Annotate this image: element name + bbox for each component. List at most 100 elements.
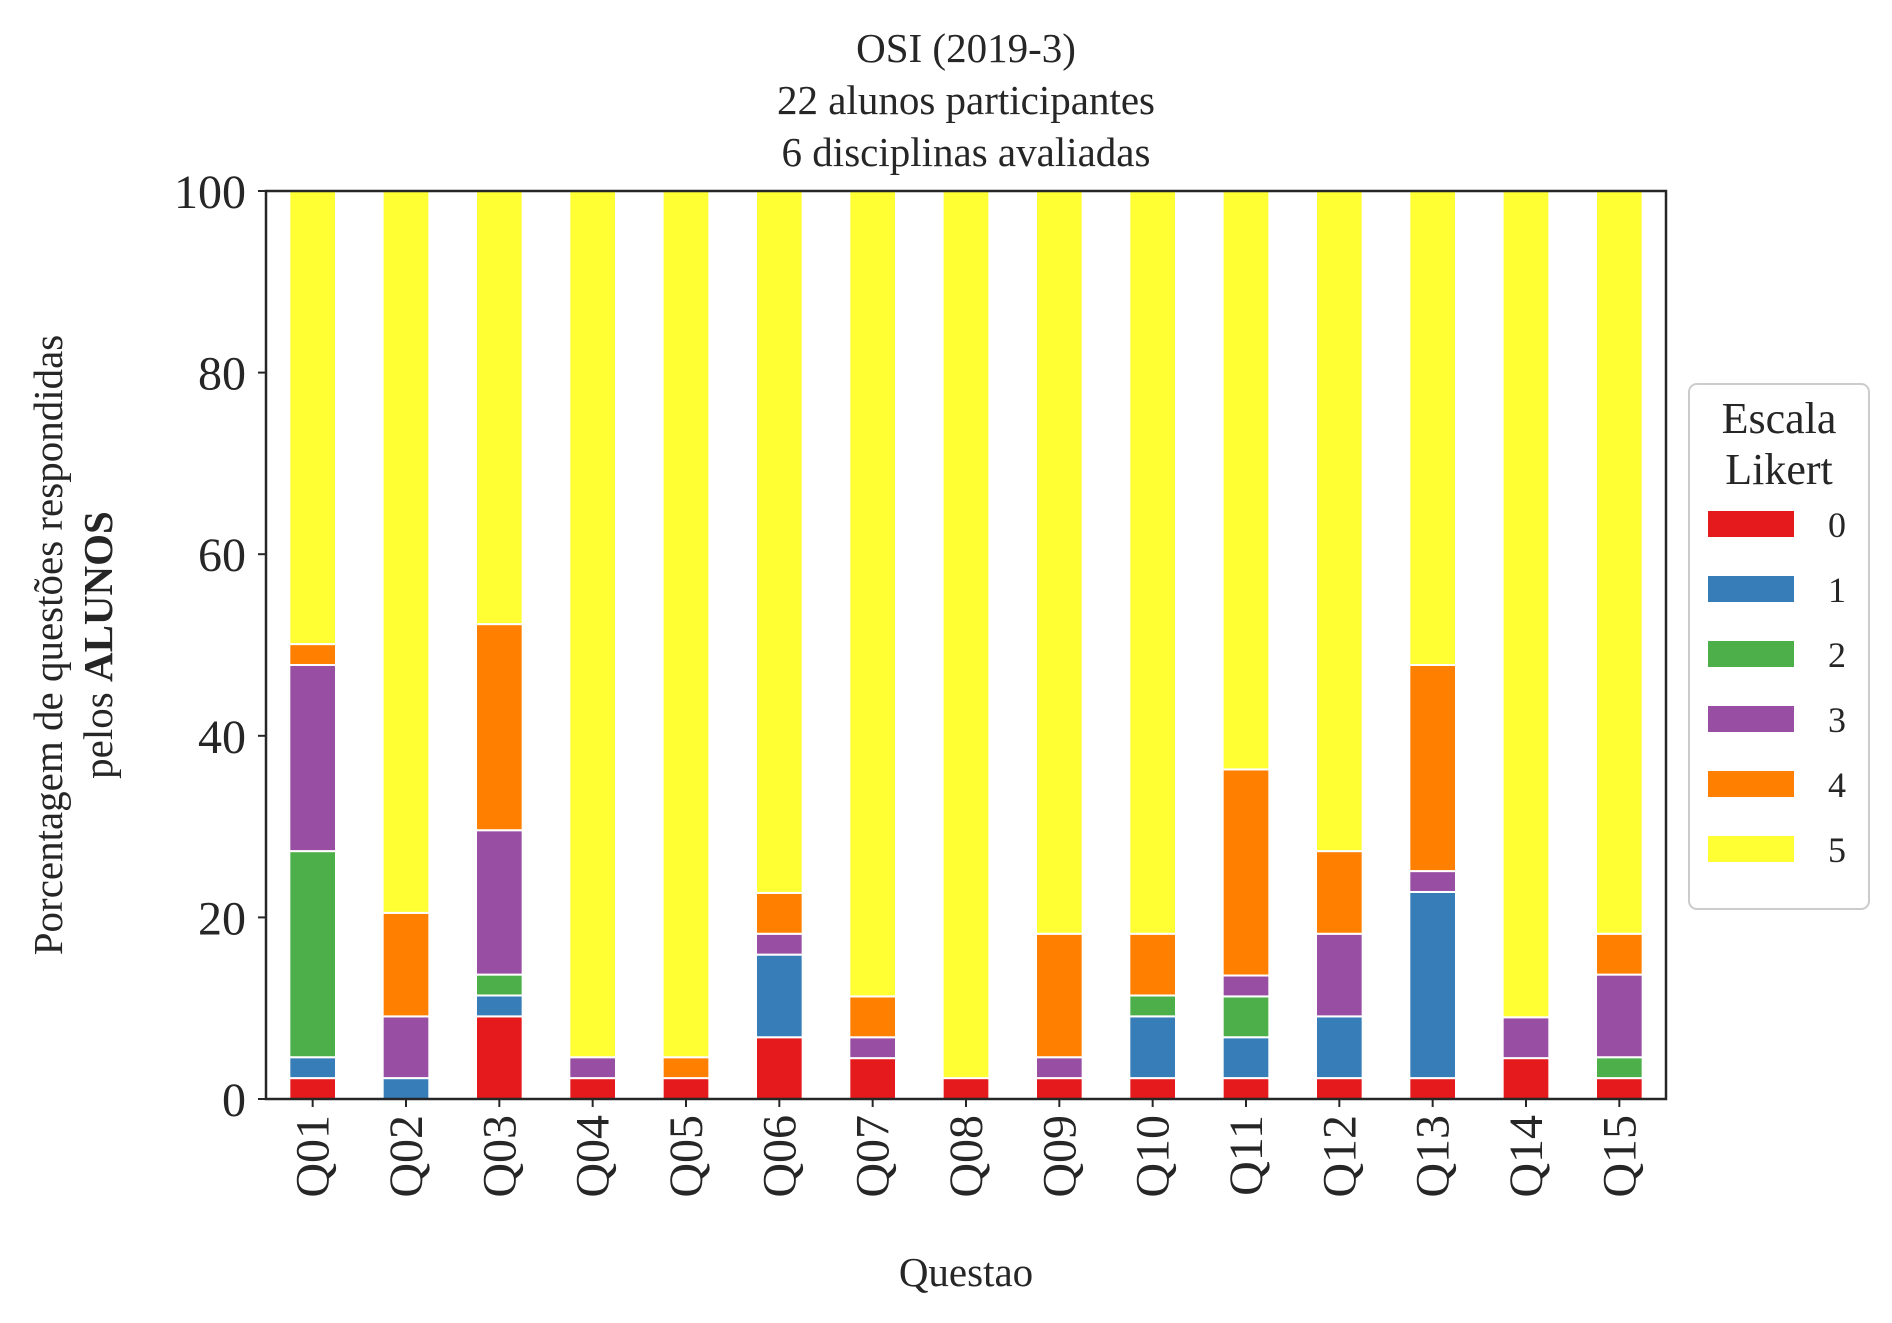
legend-label-0: 0: [1828, 505, 1846, 545]
legend-title-line-1: Escala: [1722, 394, 1837, 443]
bar-q09-level-0: [1035, 1077, 1084, 1100]
chart-title-line-1: OSI (2019-3): [856, 25, 1076, 71]
bar-q15-level-2: [1595, 1056, 1644, 1080]
bar-q05-level-4: [661, 1056, 711, 1080]
bar-q02-level-3: [381, 1015, 431, 1080]
y-tick-label: 40: [198, 711, 246, 764]
chart-title: OSI (2019-3) 22 alunos participantes 6 d…: [777, 25, 1155, 175]
x-tick-label-q06: Q06: [753, 1115, 806, 1198]
bar-q11-level-3: [1221, 974, 1271, 998]
x-tick-label-q04: Q04: [567, 1115, 620, 1198]
bar-q13-level-0: [1408, 1077, 1458, 1100]
bar-q13-level-4: [1408, 663, 1458, 873]
legend-swatch-5: [1708, 836, 1794, 862]
bar-q10-level-1: [1128, 1015, 1178, 1080]
bar-q12-level-1: [1315, 1015, 1364, 1080]
bar-q13-level-5: [1408, 190, 1458, 666]
bar-q14-level-0: [1501, 1057, 1551, 1101]
bar-q09-level-5: [1035, 190, 1084, 935]
bar-q08-level-0: [941, 1077, 991, 1100]
x-axis-ticks: Q01 Q02 Q03 Q04 Q05 Q06 Q07 Q08 Q09 Q10 Q11 Q12 Q13 Q…: [287, 1099, 1646, 1198]
y-tick-label: 20: [198, 892, 246, 945]
bar-q07-level-4: [848, 995, 897, 1039]
bar-q06-level-4: [755, 891, 804, 935]
bar-q09-level-3: [1035, 1056, 1084, 1080]
bar-q12-level-5: [1315, 190, 1364, 853]
bar-q08-level-5: [941, 190, 991, 1080]
bar-q04-level-0: [568, 1077, 617, 1100]
bar-q15-level-5: [1595, 190, 1644, 935]
legend-swatch-4: [1708, 771, 1794, 797]
bar-q11-level-1: [1221, 1036, 1271, 1080]
y-tick-label: 60: [198, 529, 246, 582]
bar-q11-level-0: [1221, 1077, 1271, 1100]
bar-q03-level-3: [475, 829, 524, 976]
x-tick-label-q11: Q11: [1220, 1115, 1273, 1196]
bar-q01-level-3: [288, 663, 338, 853]
legend-swatch-2: [1708, 641, 1794, 667]
y-axis-ticks: 0 20 40 60 80 100: [174, 166, 266, 1127]
bars-layer: [288, 190, 1644, 1101]
bar-q13-level-1: [1408, 890, 1458, 1080]
bar-q06-level-3: [755, 932, 804, 956]
bar-q06-level-1: [755, 953, 804, 1039]
x-tick-label-q10: Q10: [1127, 1115, 1180, 1198]
bar-q06-level-5: [755, 190, 804, 894]
y-axis-label-prefix: pelos: [75, 682, 121, 779]
bar-q03-level-0: [475, 1015, 524, 1101]
bar-q01-level-2: [288, 850, 338, 1059]
bar-q01-level-5: [288, 190, 338, 646]
bar-q03-level-4: [475, 623, 524, 832]
bar-q02-level-5: [381, 190, 431, 914]
bar-q07-level-0: [848, 1057, 897, 1101]
legend-label-5: 5: [1828, 830, 1846, 870]
bar-q04-level-3: [568, 1056, 617, 1080]
bar-q13-level-3: [1408, 870, 1458, 893]
y-tick-label: 100: [174, 166, 246, 219]
legend-label-1: 1: [1828, 570, 1846, 610]
y-tick-label: 0: [222, 1074, 246, 1127]
legend: Escala Likert 0 1 2 3 4 5: [1688, 383, 1870, 910]
x-tick-label-q03: Q03: [473, 1115, 526, 1198]
x-tick-label-q07: Q07: [847, 1115, 900, 1198]
bar-q05-level-0: [661, 1077, 711, 1100]
bar-q11-level-2: [1221, 995, 1271, 1039]
bar-q04-level-5: [568, 190, 617, 1059]
bar-q11-level-4: [1221, 768, 1271, 977]
bar-q10-level-2: [1128, 994, 1178, 1018]
legend-swatch-1: [1708, 576, 1794, 602]
y-tick-label: 80: [198, 348, 246, 401]
bar-q01-level-0: [288, 1077, 338, 1100]
bar-q07-level-3: [848, 1036, 897, 1060]
bar-q14-level-5: [1501, 190, 1551, 1019]
bar-q05-level-5: [661, 190, 711, 1059]
legend-entries: 0 1 2 3 4 5: [1708, 505, 1846, 870]
bar-q01-level-4: [288, 643, 338, 666]
x-axis-label: Questao: [899, 1249, 1033, 1295]
bar-q02-level-4: [381, 911, 431, 1018]
legend-label-3: 3: [1828, 700, 1846, 740]
chart-title-line-2: 22 alunos participantes: [777, 77, 1155, 123]
y-axis-label: Porcentagem de questões respondidas pelo…: [25, 335, 121, 956]
bar-q03-level-2: [475, 973, 524, 997]
bar-q09-level-4: [1035, 932, 1084, 1059]
legend-label-4: 4: [1828, 765, 1846, 805]
legend-swatch-0: [1708, 511, 1794, 537]
chart-title-line-3: 6 disciplinas avaliadas: [782, 129, 1151, 175]
x-tick-label-q15: Q15: [1593, 1115, 1646, 1198]
x-tick-label-q12: Q12: [1313, 1115, 1366, 1198]
bar-q10-level-0: [1128, 1077, 1178, 1100]
y-axis-label-bold: ALUNOS: [75, 511, 121, 682]
bar-q12-level-0: [1315, 1077, 1364, 1100]
x-tick-label-q08: Q08: [940, 1115, 993, 1198]
bar-q15-level-4: [1595, 932, 1644, 976]
bar-q10-level-5: [1128, 190, 1178, 935]
bar-q01-level-1: [288, 1056, 338, 1080]
y-axis-label-line-2: pelos ALUNOS: [75, 511, 121, 779]
legend-swatch-3: [1708, 706, 1794, 732]
bar-q03-level-5: [475, 190, 524, 626]
bar-q15-level-3: [1595, 973, 1644, 1059]
bar-q03-level-1: [475, 994, 524, 1018]
x-tick-label-q02: Q02: [380, 1115, 433, 1198]
